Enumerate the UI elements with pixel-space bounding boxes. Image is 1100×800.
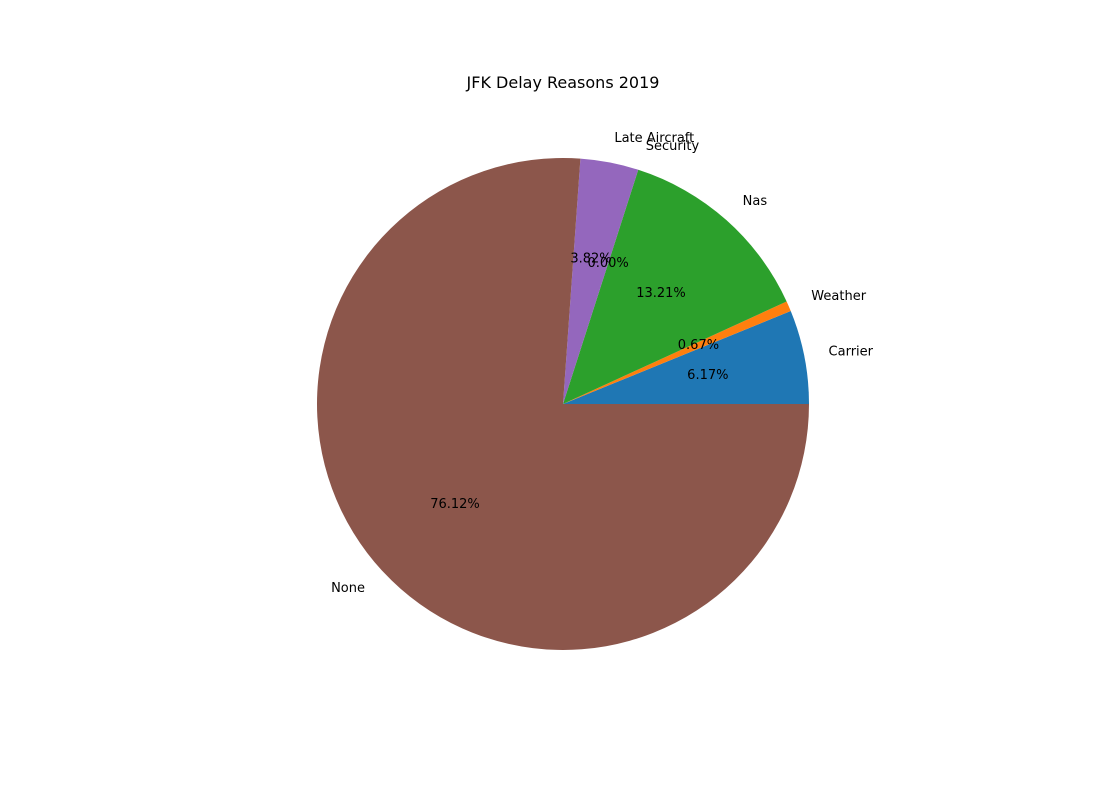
chart-title: JFK Delay Reasons 2019 <box>466 73 660 92</box>
percent-label-security: 0.00% <box>587 256 628 271</box>
category-label-late-aircraft: Late Aircraft <box>614 131 694 146</box>
pie-slices <box>317 158 809 650</box>
category-label-none: None <box>331 581 365 596</box>
category-label-nas: Nas <box>743 194 768 209</box>
category-label-weather: Weather <box>811 289 866 304</box>
pie-slice-none <box>317 158 809 650</box>
pie-slice-weather <box>563 301 791 404</box>
category-label-carrier: Carrier <box>829 344 874 359</box>
percent-label-nas: 13.21% <box>636 286 686 301</box>
pie-slice-nas <box>563 169 787 404</box>
pie-slice-late-aircraft <box>563 158 639 404</box>
percent-label-late-aircraft: 3.82% <box>570 252 611 267</box>
pie-slice-carrier <box>563 310 809 404</box>
percent-label-none: 76.12% <box>430 497 480 512</box>
percent-label-weather: 0.67% <box>678 338 719 353</box>
category-label-security: Security <box>646 139 700 154</box>
percent-labels: 6.17% 0.67% 13.21% 0.00%3.82% 76.12% <box>430 252 728 513</box>
percent-label-carrier: 6.17% <box>687 368 728 383</box>
